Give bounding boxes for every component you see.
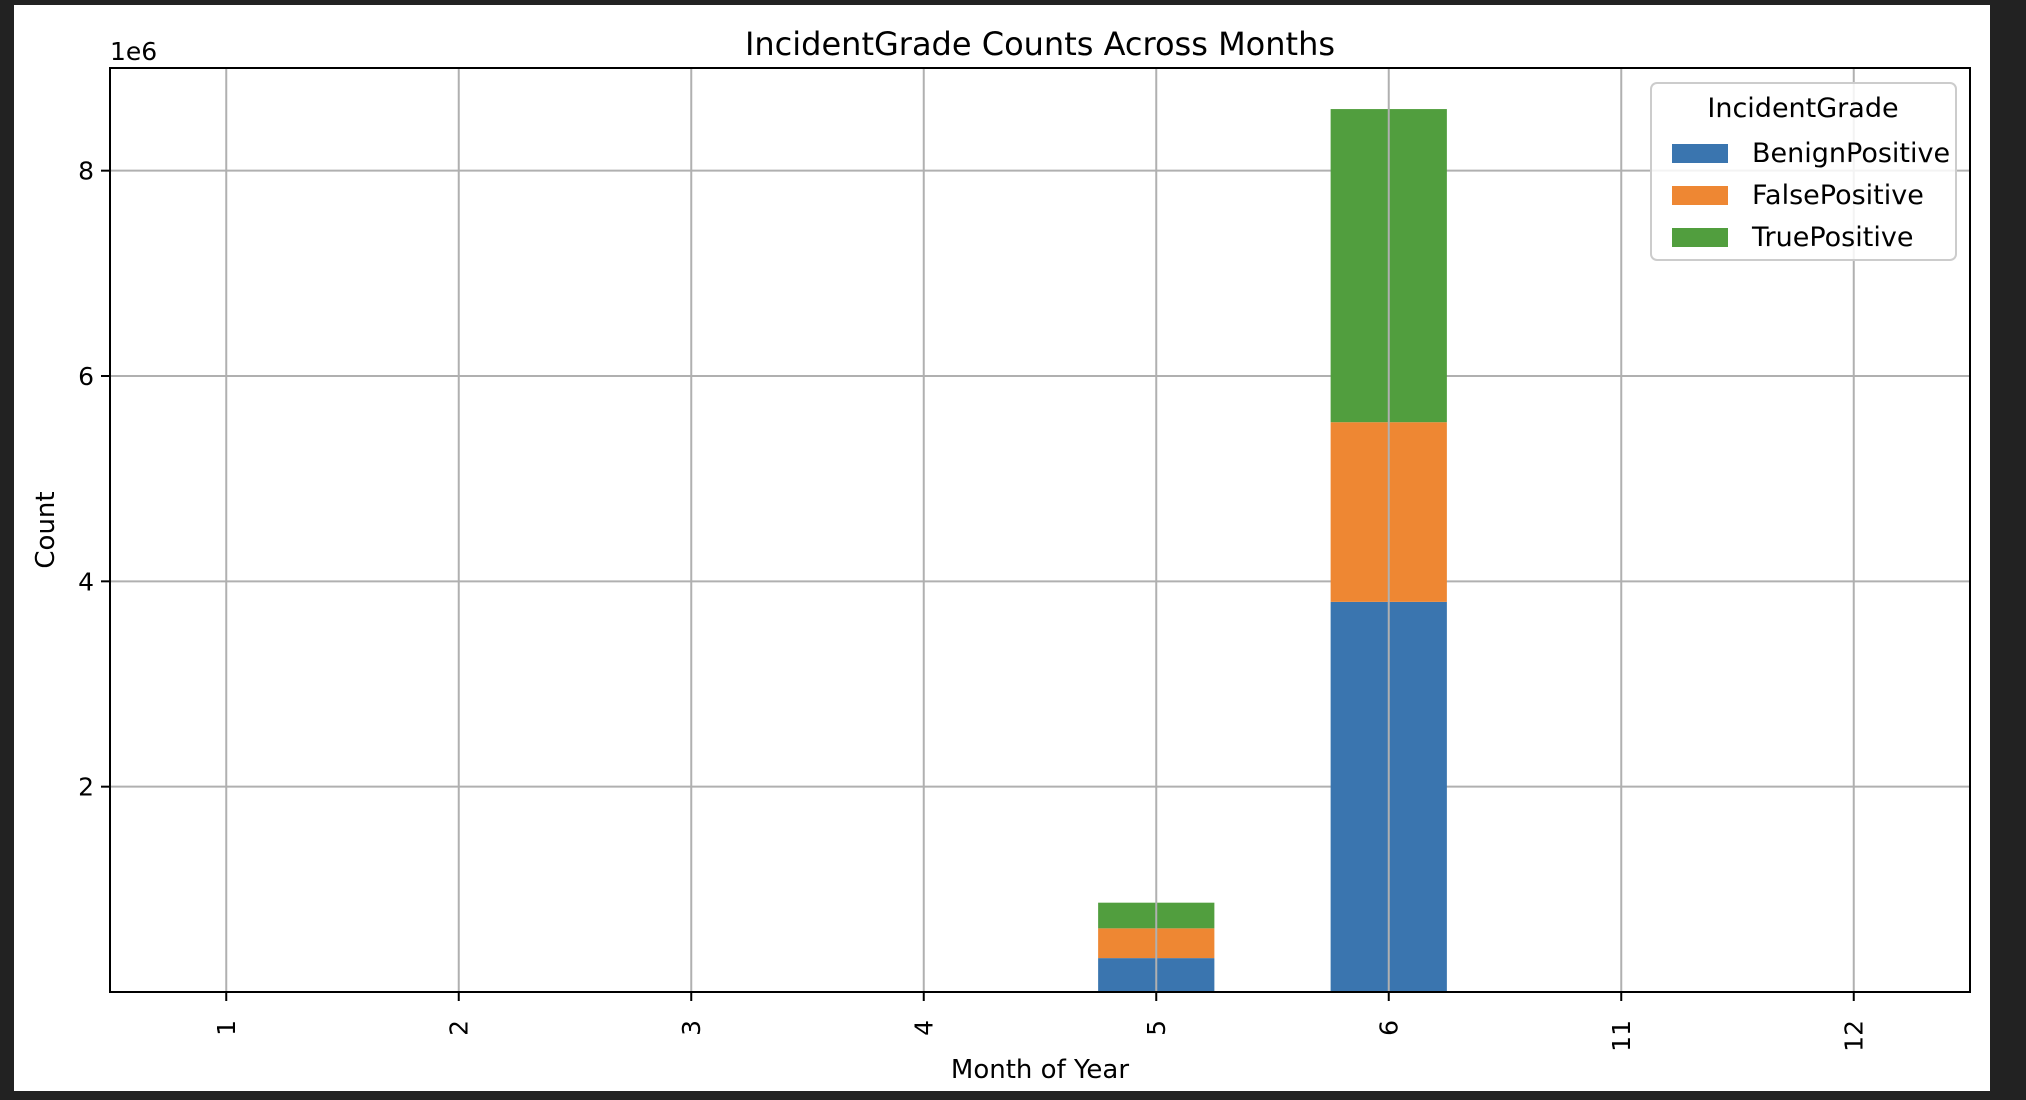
legend-box	[1650, 82, 1957, 261]
bar-segments	[1098, 109, 1447, 992]
x-tick-label: 6	[1374, 1020, 1403, 1036]
legend-swatch-truepositive	[1672, 228, 1728, 247]
vertical-grid-lines-over-bars	[225, 68, 1855, 992]
legend-label-benignpositive: BenignPositive	[1752, 138, 1950, 169]
x-tick-label: 11	[1607, 1020, 1636, 1052]
y-axis-label: Count	[31, 491, 61, 568]
y-axis-scale-label: 1e6	[110, 37, 157, 66]
legend-title: IncidentGrade	[1707, 93, 1898, 124]
grid-lines	[110, 169, 1970, 788]
x-axis-label: Month of Year	[951, 1055, 1129, 1085]
x-tick-label: 12	[1839, 1020, 1868, 1052]
y-tick-label: 6	[78, 362, 94, 391]
legend-swatch-falsepositive	[1672, 186, 1728, 205]
legend-label-truepositive: TruePositive	[1751, 222, 1913, 253]
plot-area-frame	[109, 67, 1971, 993]
chart-title: IncidentGrade Counts Across Months	[745, 25, 1335, 63]
legend-label-falsepositive: FalsePositive	[1752, 180, 1924, 211]
x-tick-label: 4	[909, 1020, 938, 1036]
y-tick-label: 8	[78, 157, 94, 186]
figure-canvas: 2 4 6 8 1 2 3 4 5 6 11 12 IncidentGrade Counts Acro…	[14, 5, 1990, 1091]
y-tick-label: 4	[78, 567, 94, 596]
y-tick-label: 2	[78, 773, 94, 802]
x-tick-label: 5	[1142, 1020, 1171, 1036]
legend: IncidentGrade BenignPositive FalsePositiv…	[1650, 82, 1957, 261]
x-tick-label: 2	[444, 1020, 473, 1036]
x-tick-label: 1	[212, 1020, 241, 1036]
legend-swatch-benignpositive	[1672, 144, 1728, 163]
x-tick-label: 3	[677, 1020, 706, 1036]
